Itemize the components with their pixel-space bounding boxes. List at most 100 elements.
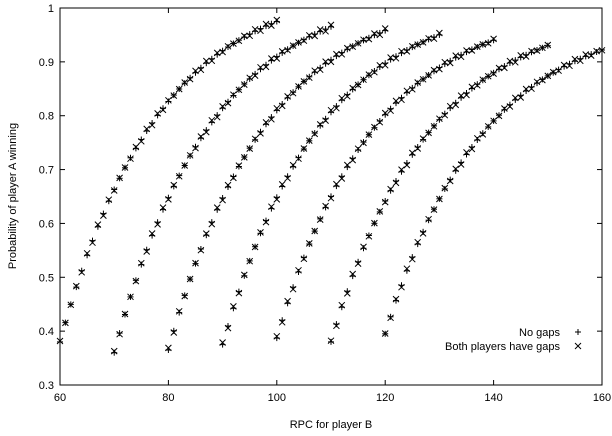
cross-b (305, 137, 313, 144)
data-point-cross (94, 221, 102, 228)
y-tick-label: 0.8 (39, 111, 54, 123)
data-point-cross (219, 103, 226, 110)
data-point-plus (468, 46, 475, 53)
cross-b (273, 16, 281, 24)
cross-b (473, 134, 481, 142)
data-point-cross (295, 155, 302, 163)
cross-b (371, 123, 378, 131)
data-point-cross (555, 67, 562, 75)
data-point-cross (376, 61, 384, 69)
cross-b (381, 198, 389, 206)
cross-b (398, 283, 405, 291)
data-point-cross (468, 145, 476, 153)
data-point-cross (419, 39, 427, 46)
cross-b (539, 76, 546, 84)
plot-frame (59, 7, 603, 386)
cross-b (132, 277, 140, 285)
cross-b (354, 260, 362, 267)
cross-b (360, 243, 367, 251)
data-point-plus (371, 68, 378, 74)
data-point-cross (132, 277, 140, 285)
data-point-cross (549, 68, 557, 76)
data-point-cross (62, 319, 69, 327)
data-point-plus (441, 185, 448, 192)
data-point-cross (333, 50, 340, 58)
data-point-cross (582, 51, 590, 58)
data-point-cross (495, 64, 503, 72)
ticks-layer: 60 80 100 120 140 160 0.3 0.4 0.5 0.6 0.7 0.8 0.9 1 (39, 3, 611, 404)
data-point-cross (522, 85, 530, 93)
data-point-cross (273, 104, 281, 112)
cross-b (105, 196, 113, 204)
cross-b (305, 31, 313, 39)
data-point-cross (533, 78, 541, 86)
cross-b (230, 40, 237, 47)
data-point-cross (479, 131, 487, 138)
cross-b (322, 202, 329, 210)
cross-b (403, 87, 411, 95)
cross-b (202, 128, 210, 136)
cross-b (381, 61, 389, 69)
data-point-plus (219, 47, 226, 54)
cross-b (463, 149, 470, 156)
data-point-cross (387, 54, 394, 61)
data-point-cross (463, 47, 470, 54)
cross-b (165, 344, 172, 352)
cross-b (522, 85, 530, 93)
cross-b (78, 268, 86, 276)
cross-b (197, 246, 205, 254)
data-point-plus (528, 49, 535, 56)
cross-b (311, 227, 319, 235)
cross-b (148, 230, 156, 237)
cross-b (463, 47, 470, 54)
data-point-cross (327, 194, 335, 202)
cross-b (436, 195, 443, 203)
cross-b (566, 62, 573, 70)
cross-b (571, 55, 579, 63)
cross-b (257, 27, 264, 35)
cross-b (511, 94, 519, 102)
data-point-cross (273, 196, 281, 203)
data-point-cross (56, 337, 64, 345)
data-point-plus (555, 66, 562, 73)
cross-b (192, 259, 199, 267)
data-point-cross (213, 113, 221, 121)
data-point-cross (571, 55, 579, 63)
cross-b (517, 52, 525, 59)
data-point-cross (262, 218, 270, 226)
data-point-cross (381, 198, 389, 206)
data-point-cross (83, 249, 91, 257)
data-point-cross (403, 48, 411, 55)
cross-b (121, 310, 129, 318)
data-point-cross (533, 47, 541, 54)
cross-b (246, 257, 254, 265)
cross-b (316, 26, 324, 33)
cross-b (398, 47, 405, 55)
data-point-cross (354, 145, 362, 153)
data-point-plus (241, 272, 248, 279)
data-point-cross (278, 102, 286, 110)
cross-b (137, 137, 145, 145)
legend-label-no-gaps: No gaps (519, 327, 560, 339)
data-point-cross (305, 74, 313, 82)
cross-b (268, 22, 275, 29)
cross-b (381, 109, 389, 117)
data-point-cross (343, 161, 351, 169)
y-tick-label: 0.9 (39, 57, 54, 69)
data-point-cross (67, 301, 75, 309)
cross-b (365, 131, 373, 138)
data-point-cross (441, 184, 449, 192)
data-point-cross (219, 339, 226, 346)
data-point-cross (419, 230, 427, 237)
cross-b (371, 219, 378, 227)
data-point-cross (110, 187, 118, 194)
data-point-cross (110, 347, 118, 355)
cross-b (110, 347, 118, 355)
cross-b (473, 81, 481, 89)
cross-b (67, 301, 75, 309)
y-tick-label: 0.6 (39, 218, 54, 230)
data-point-cross (202, 57, 210, 65)
data-point-plus (165, 98, 172, 105)
cross-b (490, 70, 497, 77)
data-point-cross (501, 105, 508, 112)
